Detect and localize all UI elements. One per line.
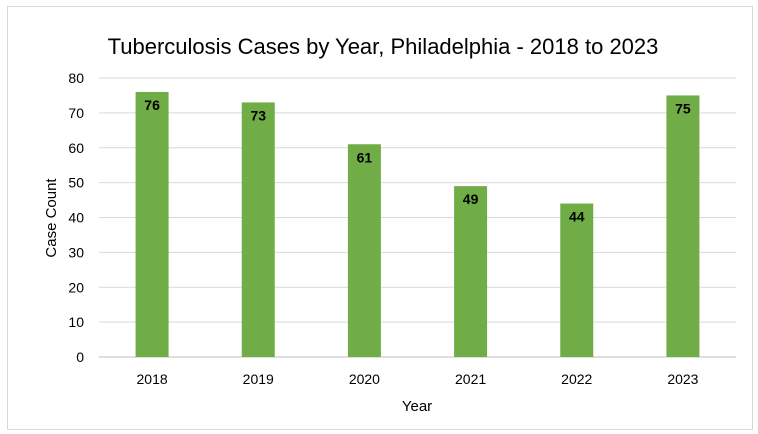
y-tick-label: 40 (68, 210, 84, 226)
y-tick-label: 20 (68, 279, 84, 295)
x-tick-label: 2022 (561, 371, 592, 387)
bar-2023 (666, 95, 700, 357)
bar-2021 (454, 186, 488, 357)
y-tick-label: 70 (68, 105, 84, 121)
data-label: 75 (675, 100, 691, 116)
chart-title: Tuberculosis Cases by Year, Philadelphia… (108, 34, 659, 59)
data-label: 73 (250, 107, 266, 123)
data-labels: 76 73 61 49 44 75 (144, 97, 691, 225)
x-tick-label: 2020 (349, 371, 380, 387)
data-label: 44 (569, 209, 585, 225)
bars (135, 91, 700, 357)
bar-2022 (560, 203, 594, 357)
bar-2019 (241, 102, 275, 357)
y-tick-label: 10 (68, 314, 84, 330)
data-label: 76 (144, 97, 160, 113)
x-tick-labels: 2018 2019 2020 2021 2022 2023 (137, 371, 699, 387)
y-axis-label: Case Count (43, 178, 60, 258)
y-tick-labels: 0 10 20 30 40 50 60 70 80 (68, 70, 84, 365)
x-tick-label: 2018 (137, 371, 168, 387)
y-tick-label: 30 (68, 244, 84, 260)
data-label: 49 (463, 191, 479, 207)
bar-2020 (347, 144, 381, 357)
y-tick-label: 50 (68, 175, 84, 191)
x-tick-label: 2021 (455, 371, 486, 387)
y-tick-label: 60 (68, 140, 84, 156)
gridlines (99, 77, 736, 358)
y-tick-label: 80 (68, 70, 84, 86)
data-label: 61 (357, 149, 373, 165)
x-tick-label: 2023 (667, 371, 698, 387)
x-axis-label: Year (402, 398, 432, 415)
x-tick-label: 2019 (243, 371, 274, 387)
bar-2018 (135, 91, 169, 357)
y-tick-label: 0 (76, 349, 84, 365)
